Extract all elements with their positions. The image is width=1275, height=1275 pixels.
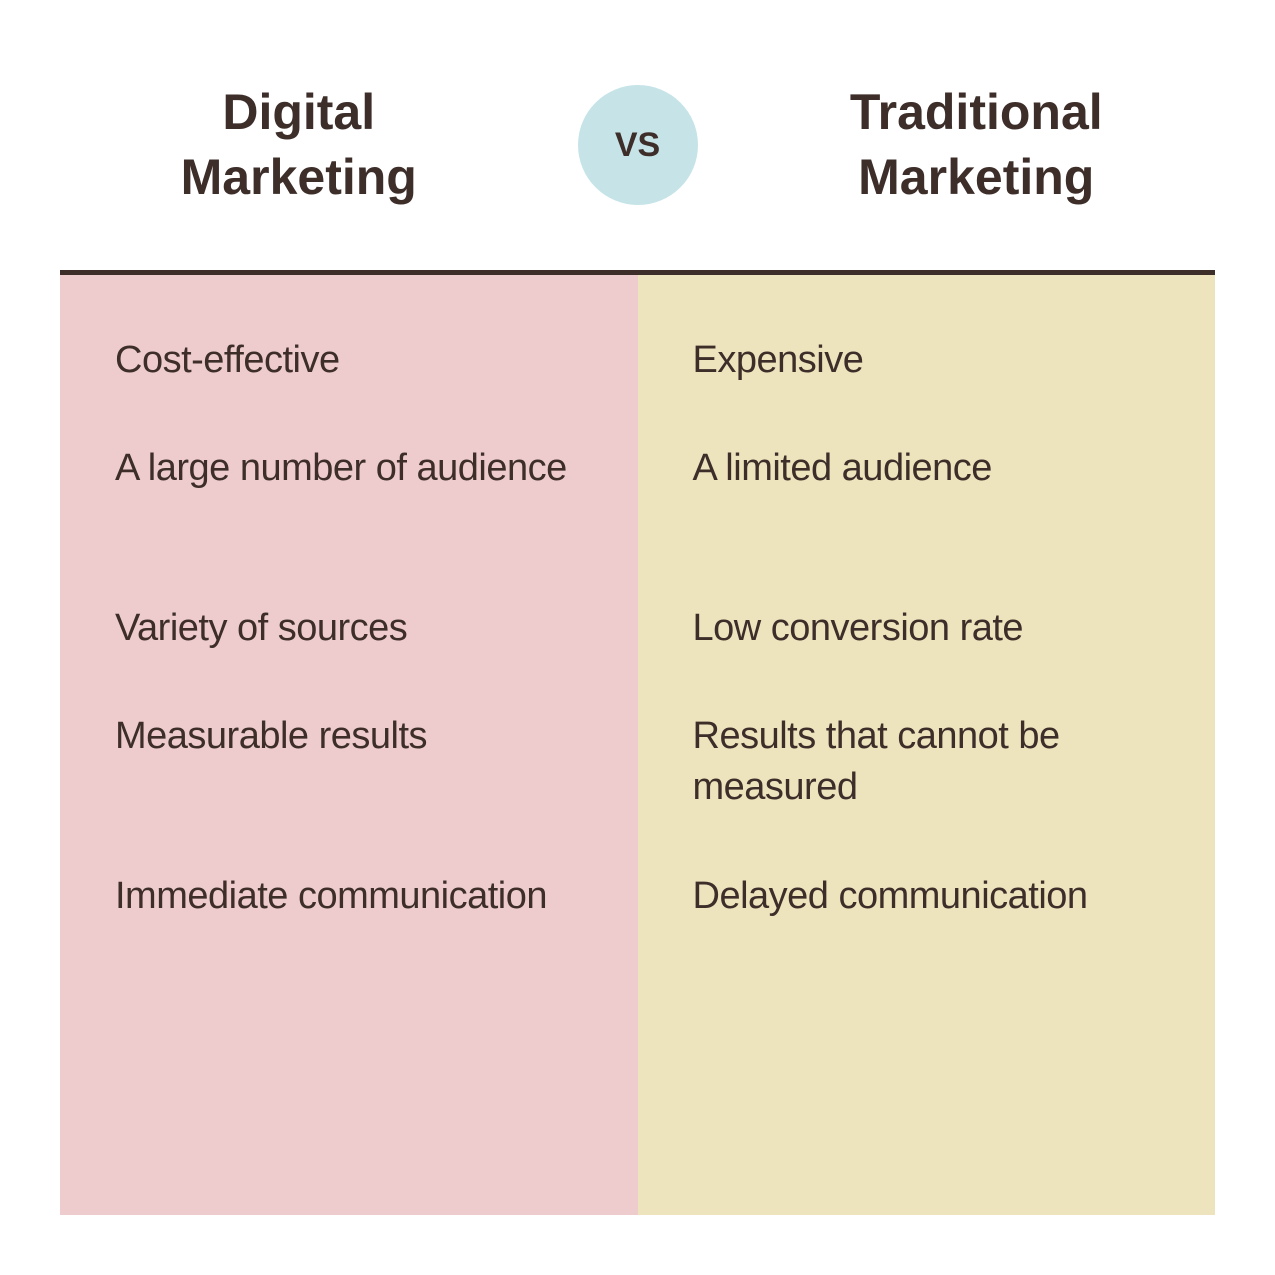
vs-badge: VS	[578, 85, 698, 205]
left-title: Digital Marketing	[60, 80, 538, 210]
right-title-line1: Traditional	[850, 84, 1103, 140]
left-title-line2: Marketing	[181, 149, 417, 205]
list-item: Delayed communication	[693, 871, 1161, 991]
vs-label: VS	[615, 126, 660, 165]
list-item: Expensive	[693, 335, 1161, 443]
comparison-infographic: Digital Marketing VS Traditional Marketi…	[60, 60, 1215, 1215]
list-item: Results that cannot be measured	[693, 711, 1161, 871]
right-title-line2: Marketing	[858, 149, 1094, 205]
left-column: Cost-effective A large number of audienc…	[60, 275, 638, 1215]
list-item: Low conversion rate	[693, 603, 1161, 711]
header-row: Digital Marketing VS Traditional Marketi…	[60, 60, 1215, 250]
list-item: Cost-effective	[115, 335, 583, 443]
list-item: A limited audience	[693, 443, 1161, 603]
left-title-line1: Digital	[222, 84, 375, 140]
right-column: Expensive A limited audience Low convers…	[638, 275, 1216, 1215]
list-item: Variety of sources	[115, 603, 583, 711]
comparison-grid: Cost-effective A large number of audienc…	[60, 275, 1215, 1215]
right-title: Traditional Marketing	[738, 80, 1216, 210]
list-item: Measurable results	[115, 711, 583, 871]
list-item: Immediate communication	[115, 871, 583, 991]
list-item: A large number of audience	[115, 443, 583, 603]
